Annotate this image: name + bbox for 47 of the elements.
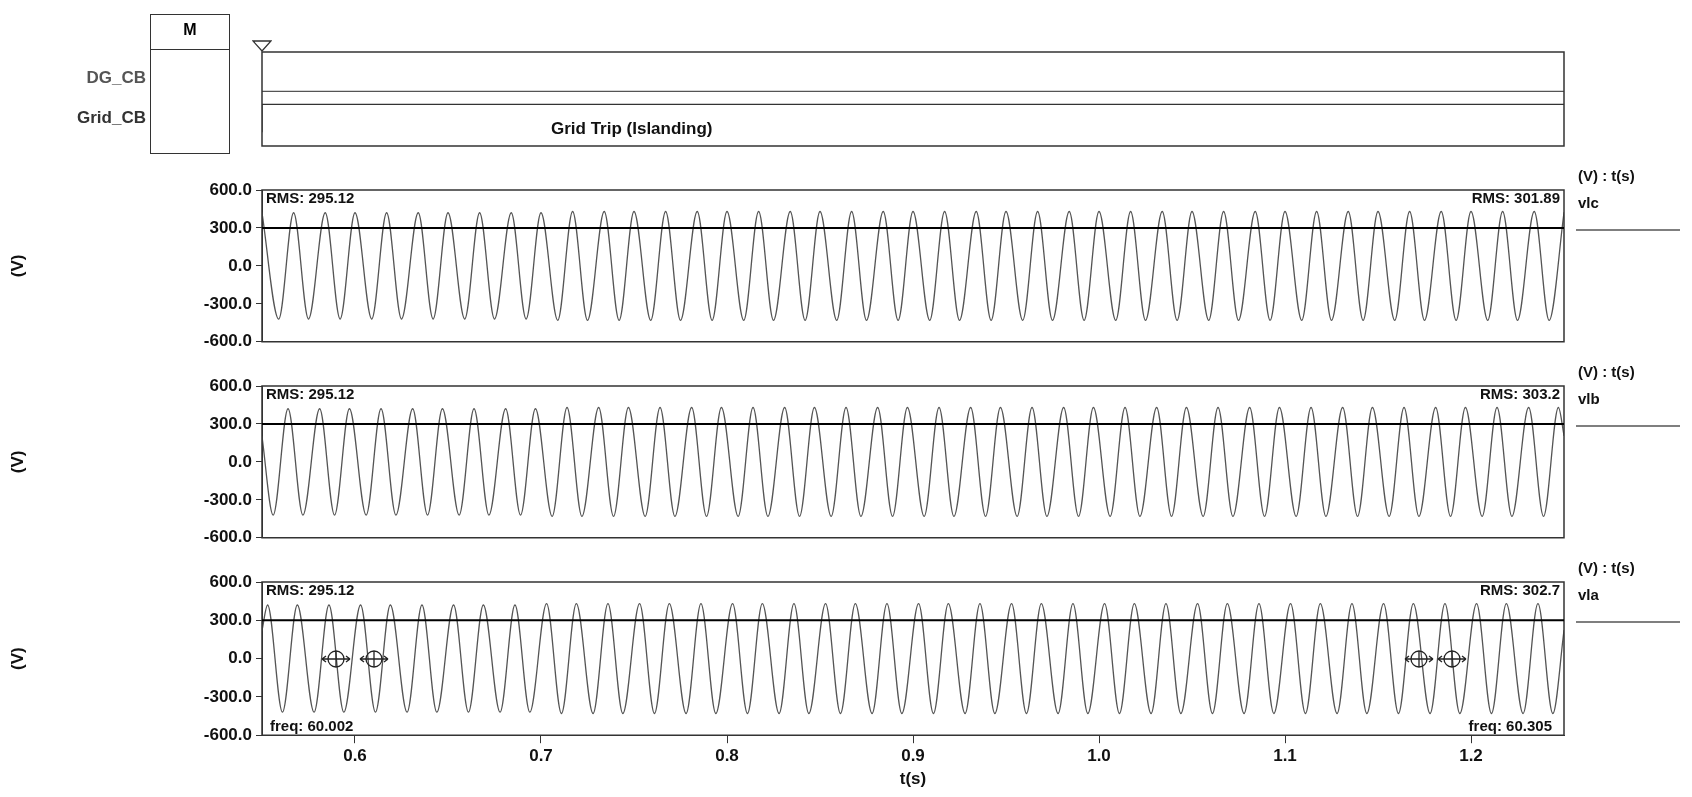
- annotation: freq: 60.305: [1468, 716, 1552, 734]
- y-tick-label: 300.0: [209, 609, 252, 629]
- y-tick-label: -600.0: [203, 331, 252, 351]
- x-tick-label: 0.9: [901, 746, 925, 766]
- annotation: RMS: 295.12: [266, 384, 355, 402]
- y-axis-title: (V): [7, 647, 27, 670]
- x-tick-label: 1.2: [1459, 746, 1483, 766]
- annotation: RMS: 303.2: [1479, 384, 1560, 402]
- legend-title: (V) : t(s): [1578, 362, 1635, 380]
- annotation: freq: 60.002: [270, 716, 354, 734]
- y-tick-label: -300.0: [203, 489, 252, 509]
- x-tick-label: 1.0: [1087, 746, 1111, 766]
- y-tick-label: -600.0: [203, 724, 252, 744]
- annotation: RMS: 301.89: [1471, 188, 1560, 206]
- line-series: [262, 210, 1564, 321]
- legend-title: (V) : t(s): [1578, 166, 1635, 184]
- text: Grid_CB: [77, 108, 146, 128]
- y-tick-label: 600.0: [209, 179, 252, 199]
- y-tick-label: 0.0: [228, 255, 252, 275]
- y-tick-label: 0.0: [228, 648, 252, 668]
- y-tick-label: -600.0: [203, 527, 252, 547]
- text: M: [151, 15, 229, 50]
- annotation: RMS: 295.12: [266, 580, 355, 598]
- y-tick-label: 600.0: [209, 375, 252, 395]
- series-label: vlb: [1578, 389, 1600, 407]
- annotation: RMS: 295.12: [266, 188, 355, 206]
- y-axis-title: (V): [7, 450, 27, 474]
- y-tick-label: -300.0: [203, 293, 252, 313]
- line-series: [262, 603, 1564, 715]
- y-tick-label: -300.0: [203, 686, 252, 706]
- x-tick-label: 1.1: [1273, 746, 1297, 766]
- text: vla: [1578, 585, 1600, 603]
- x-tick-label: 0.6: [343, 746, 367, 766]
- y-tick-label: 300.0: [209, 217, 252, 237]
- x-tick-label: 0.7: [529, 746, 553, 766]
- y-tick-label: 0.0: [228, 451, 252, 471]
- y-tick-label: 600.0: [209, 571, 252, 591]
- x-tick-label: 0.8: [715, 746, 739, 766]
- x-axis-title: t(s): [899, 769, 927, 789]
- legend-title: (V) : t(s): [1578, 558, 1635, 576]
- y-tick-label: 300.0: [209, 413, 252, 433]
- annotation: RMS: 302.7: [1479, 580, 1560, 598]
- y-axis-title: (V): [7, 254, 27, 278]
- series-label: vlc: [1578, 193, 1599, 211]
- line-series: [262, 406, 1564, 517]
- text: DG_CB: [86, 68, 146, 88]
- annotation: Grid Trip (Islanding): [551, 119, 713, 139]
